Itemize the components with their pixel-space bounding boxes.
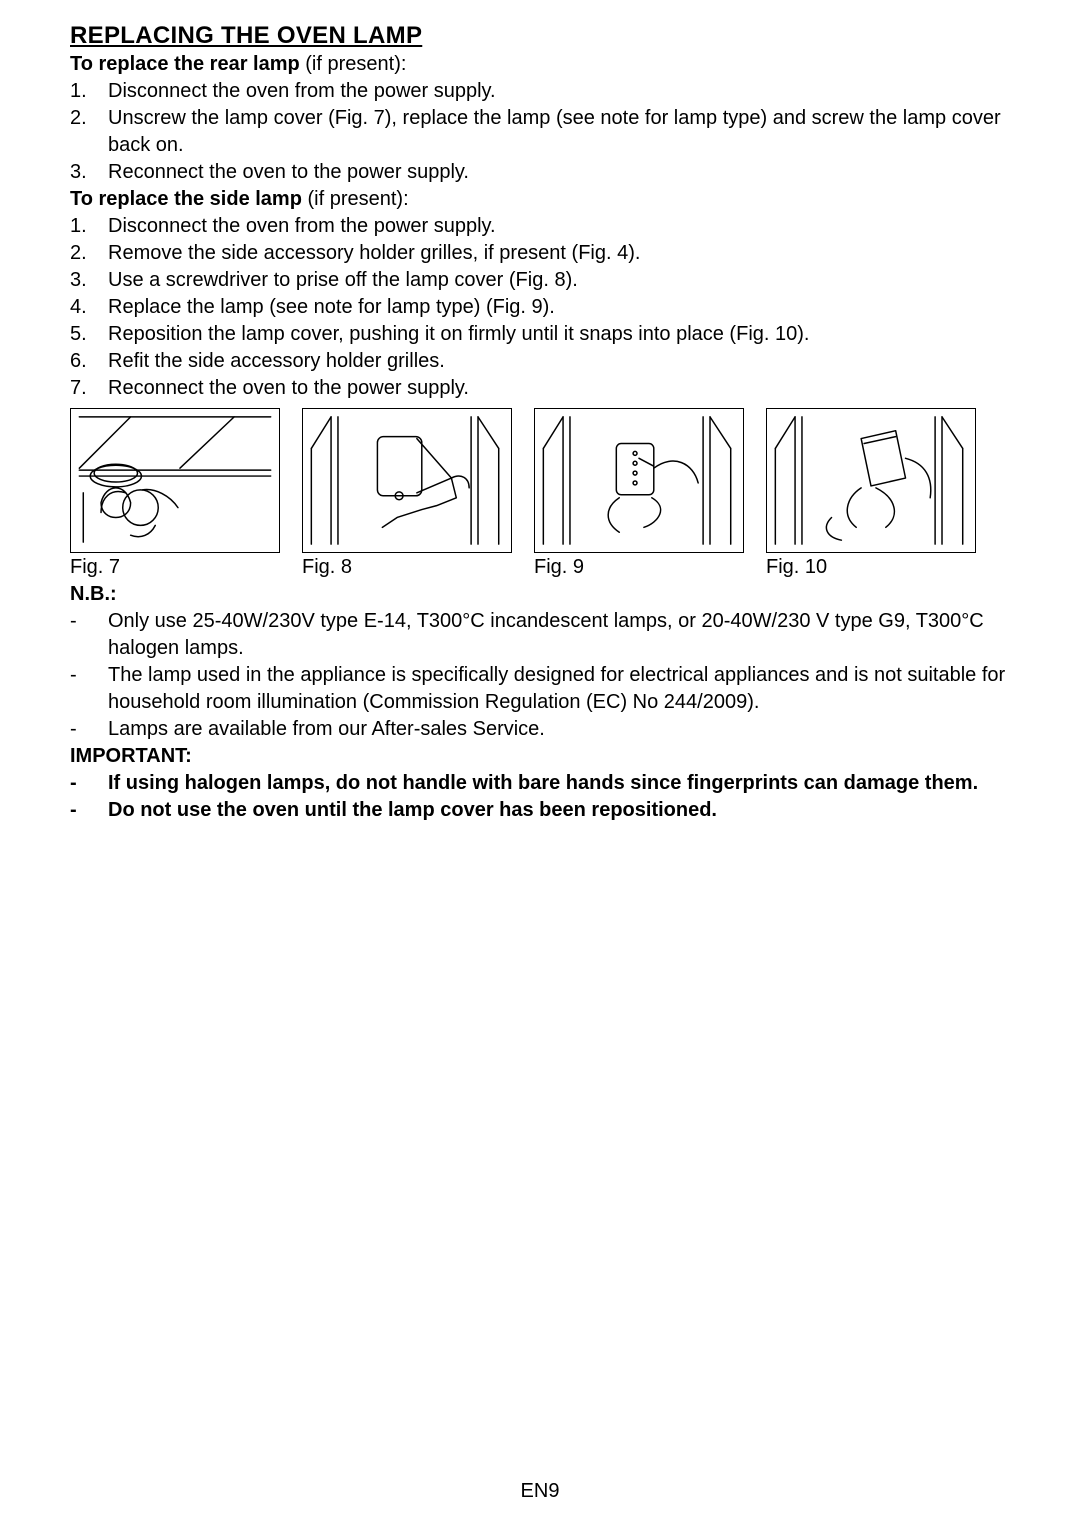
list-text: Remove the side accessory holder grilles… — [108, 240, 1010, 267]
list-item: 1.Disconnect the oven from the power sup… — [70, 213, 1010, 240]
figure-7-caption: Fig. 7 — [70, 554, 280, 581]
rear-heading-rest: (if present): — [300, 53, 407, 75]
side-steps: 1.Disconnect the oven from the power sup… — [70, 213, 1010, 402]
figure-8-svg — [302, 408, 512, 553]
figure-7: Fig. 7 — [70, 408, 280, 581]
list-item: 6.Refit the side accessory holder grille… — [70, 348, 1010, 375]
list-marker: 4. — [70, 294, 108, 321]
list-text: Only use 25-40W/230V type E-14, T300°C i… — [108, 608, 1010, 662]
nb-list: -Only use 25-40W/230V type E-14, T300°C … — [70, 608, 1010, 743]
list-marker: 5. — [70, 321, 108, 348]
list-marker: 7. — [70, 375, 108, 402]
list-text: Disconnect the oven from the power suppl… — [108, 78, 1010, 105]
side-heading-bold: To replace the side lamp — [70, 188, 302, 210]
figure-9: Fig. 9 — [534, 408, 744, 581]
list-text: Use a screwdriver to prise off the lamp … — [108, 267, 1010, 294]
list-text: The lamp used in the appliance is specif… — [108, 662, 1010, 716]
figure-10: Fig. 10 — [766, 408, 976, 581]
list-marker: - — [70, 662, 108, 716]
list-item: -If using halogen lamps, do not handle w… — [70, 770, 1010, 797]
side-heading: To replace the side lamp (if present): — [70, 186, 1010, 213]
rear-heading-bold: To replace the rear lamp — [70, 53, 300, 75]
list-item: -The lamp used in the appliance is speci… — [70, 662, 1010, 716]
list-marker: 2. — [70, 240, 108, 267]
list-text: Replace the lamp (see note for lamp type… — [108, 294, 1010, 321]
list-marker: - — [70, 608, 108, 662]
list-item: 2.Remove the side accessory holder grill… — [70, 240, 1010, 267]
list-item: -Do not use the oven until the lamp cove… — [70, 797, 1010, 824]
figure-8: Fig. 8 — [302, 408, 512, 581]
figure-8-caption: Fig. 8 — [302, 554, 512, 581]
list-text: Reconnect the oven to the power supply. — [108, 375, 1010, 402]
nb-heading: N.B.: — [70, 581, 1010, 608]
rear-steps: 1.Disconnect the oven from the power sup… — [70, 78, 1010, 186]
list-item: -Lamps are available from our After-sale… — [70, 716, 1010, 743]
figure-10-caption: Fig. 10 — [766, 554, 976, 581]
list-text: Unscrew the lamp cover (Fig. 7), replace… — [108, 105, 1010, 159]
page-footer: EN9 — [0, 1480, 1080, 1503]
figure-10-svg — [766, 408, 976, 553]
list-text: Do not use the oven until the lamp cover… — [108, 797, 1010, 824]
list-text: If using halogen lamps, do not handle wi… — [108, 770, 1010, 797]
list-item: 3.Reconnect the oven to the power supply… — [70, 159, 1010, 186]
list-marker: 1. — [70, 78, 108, 105]
list-text: Refit the side accessory holder grilles. — [108, 348, 1010, 375]
figure-row: Fig. 7 — [70, 408, 1010, 581]
side-heading-rest: (if present): — [302, 188, 409, 210]
list-item: -Only use 25-40W/230V type E-14, T300°C … — [70, 608, 1010, 662]
important-heading: IMPORTANT: — [70, 743, 1010, 770]
list-text: Disconnect the oven from the power suppl… — [108, 213, 1010, 240]
page: REPLACING THE OVEN LAMP To replace the r… — [0, 0, 1080, 1527]
list-marker: 2. — [70, 105, 108, 159]
list-item: 4.Replace the lamp (see note for lamp ty… — [70, 294, 1010, 321]
list-marker: - — [70, 716, 108, 743]
list-marker: - — [70, 770, 108, 797]
list-item: 7.Reconnect the oven to the power supply… — [70, 375, 1010, 402]
list-text: Reposition the lamp cover, pushing it on… — [108, 321, 1010, 348]
list-marker: - — [70, 797, 108, 824]
section-title: REPLACING THE OVEN LAMP — [70, 22, 1010, 50]
list-item: 5.Reposition the lamp cover, pushing it … — [70, 321, 1010, 348]
list-marker: 6. — [70, 348, 108, 375]
list-marker: 3. — [70, 159, 108, 186]
list-text: Reconnect the oven to the power supply. — [108, 159, 1010, 186]
figure-9-svg — [534, 408, 744, 553]
list-text: Lamps are available from our After-sales… — [108, 716, 1010, 743]
list-marker: 1. — [70, 213, 108, 240]
figure-9-caption: Fig. 9 — [534, 554, 744, 581]
list-item: 1.Disconnect the oven from the power sup… — [70, 78, 1010, 105]
rear-heading: To replace the rear lamp (if present): — [70, 51, 1010, 78]
list-item: 2.Unscrew the lamp cover (Fig. 7), repla… — [70, 105, 1010, 159]
figure-7-svg — [70, 408, 280, 553]
list-marker: 3. — [70, 267, 108, 294]
list-item: 3.Use a screwdriver to prise off the lam… — [70, 267, 1010, 294]
important-list: -If using halogen lamps, do not handle w… — [70, 770, 1010, 824]
